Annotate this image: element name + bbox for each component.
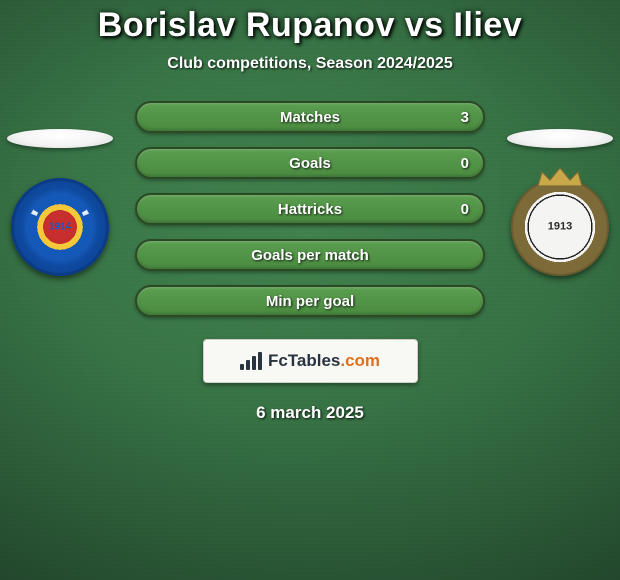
brand-name: FcTables	[268, 351, 340, 370]
stat-value-right: 0	[461, 195, 469, 223]
brand-badge[interactable]: FcTables.com	[203, 339, 418, 383]
brand-text: FcTables.com	[268, 351, 380, 371]
stat-bar-goals: Goals 0	[135, 147, 485, 179]
stats-list: Matches 3 Goals 0 Hattricks 0 Goals per …	[135, 101, 485, 317]
stat-label: Goals	[289, 155, 331, 172]
stat-bar-matches: Matches 3	[135, 101, 485, 133]
main-content: Borislav Rupanov vs Iliev Club competiti…	[0, 0, 620, 580]
stat-value-right: 3	[461, 103, 469, 131]
stat-label: Min per goal	[266, 293, 354, 310]
stat-label: Matches	[280, 109, 340, 126]
stat-bar-min-per-goal: Min per goal	[135, 285, 485, 317]
brand-suffix: .com	[340, 351, 380, 370]
stat-label: Goals per match	[251, 247, 369, 264]
stat-label: Hattricks	[278, 201, 342, 218]
stat-bar-hattricks: Hattricks 0	[135, 193, 485, 225]
stat-value-right: 0	[461, 149, 469, 177]
stat-bar-goals-per-match: Goals per match	[135, 239, 485, 271]
page-title: Borislav Rupanov vs Iliev	[98, 6, 522, 45]
page-subtitle: Club competitions, Season 2024/2025	[167, 55, 452, 73]
bar-chart-icon	[240, 352, 262, 370]
date-label: 6 march 2025	[256, 403, 364, 423]
